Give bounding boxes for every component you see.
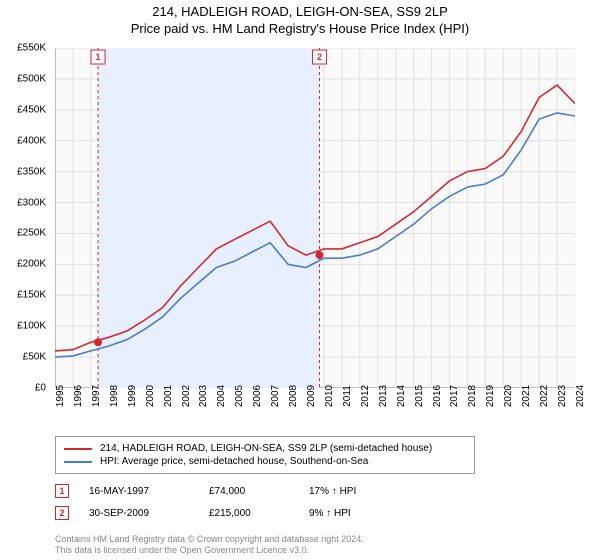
svg-text:1: 1 — [96, 52, 101, 62]
y-tick-label: £400K — [0, 135, 46, 146]
x-tick-label: 2006 — [252, 385, 263, 407]
transaction-delta-1: 17% ↑ HPI — [309, 486, 356, 497]
x-tick-label: 2020 — [503, 385, 514, 407]
y-tick-label: £100K — [0, 321, 46, 332]
x-tick-label: 2003 — [198, 385, 209, 407]
legend-swatch-property — [64, 448, 92, 450]
y-tick-label: £150K — [0, 290, 46, 301]
legend: 214, HADLEIGH ROAD, LEIGH-ON-SEA, SS9 2L… — [55, 436, 475, 474]
y-tick-label: £0 — [0, 383, 46, 394]
x-tick-label: 2013 — [378, 385, 389, 407]
transaction-price-2: £215,000 — [209, 508, 289, 519]
transaction-marker-1: 1 — [55, 484, 69, 498]
legend-row-hpi: HPI: Average price, semi-detached house,… — [64, 456, 466, 467]
footer-line1: Contains HM Land Registry data © Crown c… — [55, 534, 364, 545]
x-tick-label: 1995 — [55, 385, 66, 407]
y-tick-label: £50K — [0, 352, 46, 363]
chart-container: 214, HADLEIGH ROAD, LEIGH-ON-SEA, SS9 2L… — [0, 0, 600, 560]
transaction-row-2: 2 30-SEP-2009 £215,000 9% ↑ HPI — [55, 506, 575, 520]
y-tick-label: £500K — [0, 73, 46, 84]
x-tick-label: 2000 — [145, 385, 156, 407]
x-tick-label: 2010 — [324, 385, 335, 407]
legend-label-hpi: HPI: Average price, semi-detached house,… — [100, 456, 368, 467]
chart-subtitle: Price paid vs. HM Land Registry's House … — [0, 19, 600, 36]
transaction-marker-2: 2 — [55, 506, 69, 520]
x-tick-label: 2015 — [414, 385, 425, 407]
y-tick-label: £250K — [0, 228, 46, 239]
x-tick-label: 1998 — [109, 385, 120, 407]
legend-label-property: 214, HADLEIGH ROAD, LEIGH-ON-SEA, SS9 2L… — [100, 443, 432, 454]
legend-row-property: 214, HADLEIGH ROAD, LEIGH-ON-SEA, SS9 2L… — [64, 443, 466, 454]
chart-svg: 12 — [55, 48, 575, 388]
y-tick-label: £450K — [0, 104, 46, 115]
x-tick-label: 2004 — [216, 385, 227, 407]
y-tick-label: £550K — [0, 43, 46, 54]
x-tick-label: 2018 — [467, 385, 478, 407]
x-tick-label: 2022 — [539, 385, 550, 407]
x-tick-label: 2001 — [163, 385, 174, 407]
x-tick-label: 2009 — [306, 385, 317, 407]
x-tick-label: 1997 — [91, 385, 102, 407]
x-tick-label: 2008 — [288, 385, 299, 407]
y-tick-label: £300K — [0, 197, 46, 208]
svg-text:2: 2 — [317, 52, 322, 62]
transaction-date-1: 16-MAY-1997 — [89, 486, 189, 497]
x-tick-label: 2023 — [557, 385, 568, 407]
transaction-delta-2: 9% ↑ HPI — [309, 508, 351, 519]
plot-area: 12 — [55, 48, 575, 388]
y-tick-label: £200K — [0, 259, 46, 270]
x-tick-label: 2016 — [432, 385, 443, 407]
x-tick-label: 2024 — [575, 385, 586, 407]
chart-title: 214, HADLEIGH ROAD, LEIGH-ON-SEA, SS9 2L… — [0, 0, 600, 19]
x-tick-label: 1996 — [73, 385, 84, 407]
x-tick-label: 2005 — [234, 385, 245, 407]
x-tick-label: 2002 — [181, 385, 192, 407]
footer-attribution: Contains HM Land Registry data © Crown c… — [55, 534, 364, 556]
y-tick-label: £350K — [0, 166, 46, 177]
transaction-price-1: £74,000 — [209, 486, 289, 497]
x-tick-label: 2017 — [449, 385, 460, 407]
x-axis-labels: 1995199619971998199920002001200220032004… — [55, 392, 575, 432]
x-tick-label: 2007 — [270, 385, 281, 407]
transaction-row-1: 1 16-MAY-1997 £74,000 17% ↑ HPI — [55, 484, 575, 498]
x-tick-label: 2019 — [485, 385, 496, 407]
x-tick-label: 1999 — [127, 385, 138, 407]
y-axis-labels: £0£50K£100K£150K£200K£250K£300K£350K£400… — [0, 48, 50, 388]
legend-swatch-hpi — [64, 461, 92, 463]
transaction-date-2: 30-SEP-2009 — [89, 508, 189, 519]
x-tick-label: 2012 — [360, 385, 371, 407]
x-tick-label: 2014 — [396, 385, 407, 407]
x-tick-label: 2011 — [342, 385, 353, 407]
footer-line2: This data is licensed under the Open Gov… — [55, 545, 364, 556]
x-tick-label: 2021 — [521, 385, 532, 407]
